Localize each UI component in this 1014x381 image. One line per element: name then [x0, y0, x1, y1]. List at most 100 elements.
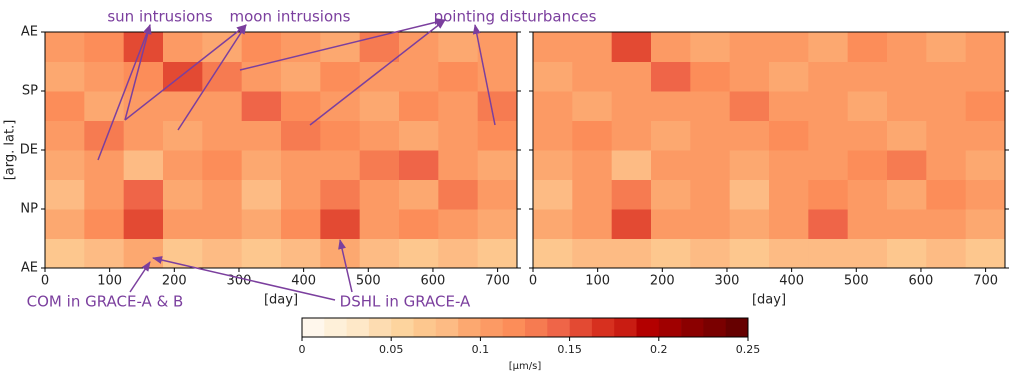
heatmap-cell — [399, 179, 439, 210]
colorbar-tick-label: 0.25 — [736, 343, 761, 356]
heatmap-cell — [202, 238, 243, 269]
heatmap-cell — [533, 120, 573, 151]
colorbar-step — [569, 318, 593, 337]
x-axis-label: [day] — [264, 293, 298, 308]
y-tick-label: AE — [21, 25, 38, 40]
heatmap-cell — [281, 150, 321, 180]
heatmap-cell — [887, 61, 927, 92]
x-tick-label: 300 — [227, 274, 252, 289]
heatmap-cell — [202, 120, 243, 151]
heatmap-cell — [359, 209, 400, 239]
heatmap-cell — [887, 209, 927, 239]
heatmap-cell — [477, 150, 518, 180]
heatmap-cell — [926, 209, 967, 239]
heatmap-cell — [651, 238, 691, 269]
colorbar-step — [324, 318, 347, 337]
heatmap-cell — [808, 120, 849, 151]
colorbar-step — [681, 318, 704, 337]
heatmap-cell — [84, 61, 125, 92]
annotation-arrow — [124, 24, 247, 121]
heatmap-cell — [808, 61, 849, 92]
heatmap-cell — [123, 150, 164, 180]
heatmap-cell — [887, 150, 927, 180]
heatmap-cell — [926, 32, 967, 62]
heatmap-cell — [690, 238, 731, 269]
heatmap-cell — [769, 32, 809, 62]
x-tick-label: 100 — [97, 274, 122, 289]
heatmap-cell — [611, 32, 652, 62]
annotation-arrow — [472, 24, 496, 126]
colorbar-label: [μm/s] — [509, 361, 542, 372]
heatmap-cell — [611, 150, 652, 180]
heatmap-cell — [399, 61, 439, 92]
heatmap-cell — [281, 209, 321, 239]
heatmap-cell — [477, 61, 518, 92]
heatmap-cell — [611, 91, 652, 121]
heatmap-cell — [690, 179, 731, 210]
heatmap-cell — [477, 209, 518, 239]
x-tick-label: 700 — [973, 274, 998, 289]
heatmap-cell — [533, 238, 573, 269]
colorbar-step — [658, 318, 682, 337]
heatmap-cell — [320, 209, 361, 239]
heatmap-cell — [84, 179, 125, 210]
heatmap-cell — [45, 61, 85, 92]
colorbar-tick-label: 0.1 — [472, 343, 490, 356]
x-tick-label: 100 — [585, 274, 610, 289]
annotation: COM in GRACE-A & B — [27, 293, 184, 311]
colorbar-step — [703, 318, 726, 337]
heatmap-cell — [651, 209, 691, 239]
heatmap-cell — [281, 238, 321, 269]
heatmap-cell — [533, 61, 573, 92]
heatmap-cell — [690, 61, 731, 92]
heatmap-cell — [84, 209, 125, 239]
colorbar-step — [502, 318, 526, 337]
colorbar-step — [458, 318, 481, 337]
heatmap-cell — [241, 61, 282, 92]
heatmap-cell — [45, 179, 85, 210]
heatmap-cell — [399, 32, 439, 62]
heatmap-cell — [241, 209, 282, 239]
heatmap-cell — [847, 150, 888, 180]
heatmap-cell — [769, 91, 809, 121]
heatmap-cell — [163, 61, 203, 92]
heatmap-cell — [729, 150, 770, 180]
heatmap-cell — [202, 91, 243, 121]
heatmap-cell — [533, 150, 573, 180]
heatmap-cell — [651, 91, 691, 121]
heatmap-cell — [847, 238, 888, 269]
heatmap-cell — [808, 150, 849, 180]
x-tick-label: 600 — [909, 274, 934, 289]
heatmap-cell — [769, 209, 809, 239]
y-tick-label: AE — [21, 261, 38, 276]
heatmap-cell — [438, 61, 479, 92]
heatmap-cell — [965, 179, 1006, 210]
heatmap-cell — [281, 179, 321, 210]
heatmap-cell — [359, 32, 400, 62]
heatmap-cell — [808, 91, 849, 121]
y-tick-label: NP — [20, 202, 38, 217]
x-tick-label: 700 — [485, 274, 510, 289]
colorbar-step — [591, 318, 615, 337]
heatmap-cell — [438, 32, 479, 62]
heatmap-cell — [45, 32, 85, 62]
x-tick-label: 500 — [356, 274, 381, 289]
heatmap-cell — [123, 179, 164, 210]
heatmap-cell — [438, 209, 479, 239]
x-tick-label: 0 — [41, 274, 49, 289]
heatmap-cell — [320, 91, 361, 121]
heatmap-cell — [808, 179, 849, 210]
heatmap-cell — [651, 179, 691, 210]
heatmap-cell — [690, 150, 731, 180]
heatmap-cell — [926, 61, 967, 92]
heatmap-cell — [477, 32, 518, 62]
heatmap-cell — [572, 61, 613, 92]
heatmap-cell — [320, 61, 361, 92]
heatmap-cell — [163, 120, 203, 151]
colorbar-tick-label: 0.05 — [379, 343, 404, 356]
colorbar-step — [368, 318, 392, 337]
heatmap-cell — [241, 238, 282, 269]
heatmap-cell — [926, 91, 967, 121]
annotation-arrow — [177, 24, 247, 131]
